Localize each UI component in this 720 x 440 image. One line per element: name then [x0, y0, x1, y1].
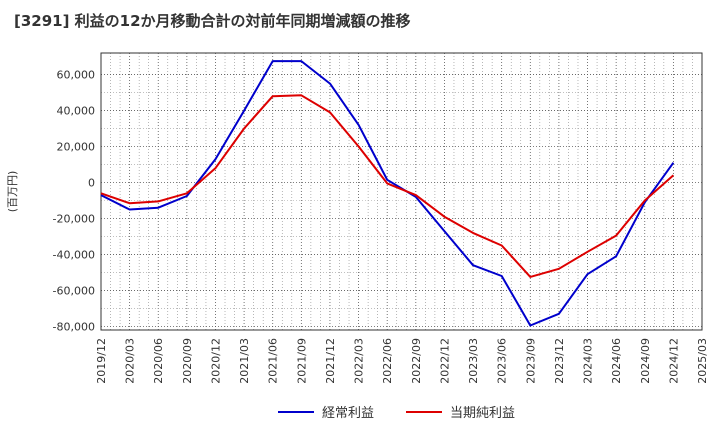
- plot-frame: [100, 52, 703, 331]
- x-tick-label: 2019/12: [95, 338, 108, 384]
- y-tick-label: -80,000: [53, 320, 95, 333]
- x-tick-label: 2023/12: [553, 338, 566, 384]
- x-tick-label: 2020/12: [209, 338, 222, 384]
- series-line-2: [100, 94, 675, 278]
- chart-title: [3291] 利益の12か月移動合計の対前年同期増減額の推移: [14, 12, 411, 30]
- x-tick-label: 2020/09: [181, 338, 194, 384]
- x-tick-label: 2021/06: [267, 338, 280, 384]
- x-tick-label: 2023/03: [467, 338, 480, 384]
- y-axis-label: (百万円): [6, 171, 19, 213]
- y-tick-label: 60,000: [57, 69, 96, 82]
- y-tick-label: 40,000: [57, 105, 96, 118]
- legend-label-2: 当期純利益: [450, 406, 515, 421]
- x-tick-label: 2023/09: [524, 338, 537, 384]
- x-tick-label: 2021/09: [295, 338, 308, 384]
- x-tick-label: 2022/09: [410, 338, 423, 384]
- y-tick-label: -60,000: [53, 284, 95, 297]
- y-tick-label: 20,000: [57, 141, 96, 154]
- x-tick-label: 2022/03: [353, 338, 366, 384]
- x-tick-label: 2025/03: [696, 338, 709, 384]
- plot-area: [101, 53, 702, 330]
- x-tick-label: 2020/03: [124, 338, 137, 384]
- x-tick-label: 2020/06: [152, 338, 165, 384]
- x-tick-label: 2024/09: [639, 338, 652, 384]
- x-tick-label: 2022/06: [381, 338, 394, 384]
- x-tick-label: 2024/06: [610, 338, 623, 384]
- x-tick-label: 2024/12: [667, 338, 680, 384]
- x-tick-label: 2024/03: [582, 338, 595, 384]
- x-tick-label: 2023/06: [496, 338, 509, 384]
- x-tick-label: 2021/03: [238, 338, 251, 384]
- x-tick-label: 2021/12: [324, 338, 337, 384]
- y-tick-label: -20,000: [53, 212, 95, 225]
- legend-label-1: 経常利益: [322, 406, 374, 421]
- y-tick-label: -40,000: [53, 248, 95, 261]
- y-tick-label: 0: [88, 177, 95, 190]
- x-tick-label: 2022/12: [438, 338, 451, 384]
